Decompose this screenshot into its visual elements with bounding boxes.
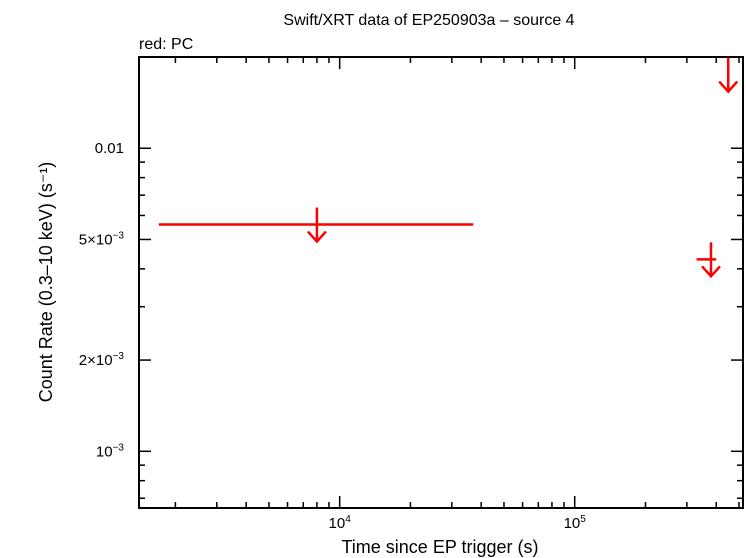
- x-tick-label: 105: [564, 514, 587, 532]
- upper-limit-arrow: [718, 80, 739, 94]
- data-marks: [158, 57, 739, 279]
- y-tick-labels: 0.01 5×10−3 2×10−3 10−3: [79, 140, 125, 460]
- chart-title: Swift/XRT data of EP250903a – source 4: [283, 12, 574, 29]
- y-axis-label: Count Rate (0.3–10 keV) (s⁻¹): [36, 162, 56, 403]
- x-axis-label: Time since EP trigger (s): [341, 537, 538, 557]
- y-tick-label: 10−3: [96, 442, 125, 460]
- x-tick-label: 104: [329, 514, 352, 532]
- chart-subtitle: red: PC: [139, 36, 193, 53]
- x-tick-labels: 104 105: [329, 514, 587, 532]
- y-tick-label: 5×10−3: [79, 230, 125, 248]
- plot-frame: [138, 56, 744, 509]
- axis-ticks: [139, 56, 743, 508]
- y-tick-label: 0.01: [95, 140, 124, 157]
- upper-limit-arrow: [306, 230, 327, 244]
- upper-limit-arrow: [701, 265, 721, 279]
- y-tick-label: 2×10−3: [79, 351, 125, 369]
